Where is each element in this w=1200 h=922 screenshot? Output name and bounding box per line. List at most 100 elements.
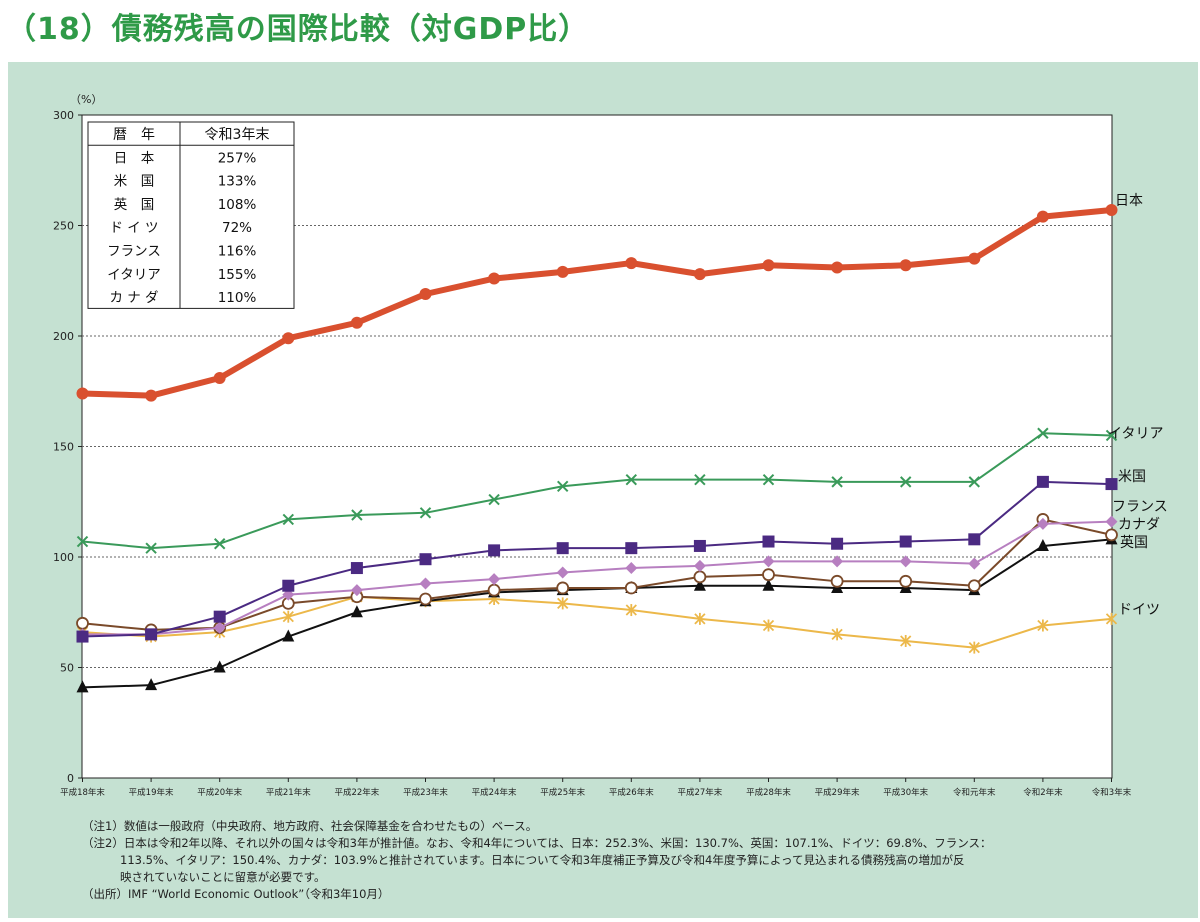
point-us-shape xyxy=(831,537,844,550)
point-canada-shape xyxy=(762,568,775,582)
point-france xyxy=(831,555,844,568)
point-canada-shape xyxy=(419,592,432,606)
point-uk-shape xyxy=(1036,538,1049,551)
point-france-shape xyxy=(1036,517,1049,530)
point-italy-shape xyxy=(351,509,363,521)
point-italy xyxy=(1105,429,1118,442)
source-note: （出所）IMF “World Economic Outlook”（令和3年10月… xyxy=(82,887,390,901)
series-line-uk xyxy=(82,538,1112,689)
point-france xyxy=(213,621,226,634)
point-france-shape xyxy=(419,577,432,590)
point-japan-shape xyxy=(625,257,638,270)
point-japan xyxy=(693,268,706,281)
table-country: 米 国 xyxy=(114,174,155,190)
point-france-shape xyxy=(625,562,638,575)
point-italy-shape xyxy=(76,535,89,548)
point-japan-shape xyxy=(1036,210,1049,223)
y-tick-label: 0 xyxy=(67,772,74,785)
point-japan xyxy=(1036,210,1049,223)
x-tick-label: 平成27年末 xyxy=(677,787,722,798)
point-us xyxy=(762,535,775,548)
point-us-shape xyxy=(693,539,706,552)
point-japan xyxy=(556,265,569,278)
point-uk-shape xyxy=(145,678,158,691)
point-canada-shape xyxy=(967,579,981,593)
point-canada xyxy=(624,581,638,595)
point-canada-shape xyxy=(693,570,707,584)
x-tick-label: 平成30年末 xyxy=(883,787,928,798)
x-tick-label: 平成21年末 xyxy=(266,787,311,798)
point-uk-shape xyxy=(282,629,295,642)
point-us xyxy=(625,542,638,555)
point-japan-shape xyxy=(968,252,981,265)
table-country: 英 国 xyxy=(114,196,155,213)
series-label-france: フランス xyxy=(1112,499,1168,515)
point-france xyxy=(556,566,569,579)
series-line-italy xyxy=(82,432,1112,550)
point-us-shape xyxy=(488,544,501,557)
point-italy xyxy=(762,473,775,486)
point-canada xyxy=(487,583,501,597)
series-label-us: 米国 xyxy=(1118,469,1146,485)
point-italy xyxy=(76,535,89,548)
series-label-germany: ドイツ xyxy=(1118,602,1160,618)
page-title: （18）債務残高の国際比較（対GDP比） xyxy=(6,12,590,47)
point-japan-shape xyxy=(762,259,775,272)
point-france xyxy=(350,584,363,597)
point-france-shape xyxy=(1105,515,1118,528)
point-italy-shape xyxy=(762,473,775,486)
x-tick-label: 平成19年末 xyxy=(129,787,174,798)
point-japan-shape xyxy=(488,272,501,285)
x-tick-label: 平成22年末 xyxy=(334,787,379,798)
point-us-shape xyxy=(625,542,638,555)
point-japan-shape xyxy=(145,389,158,402)
point-us-shape xyxy=(213,610,226,623)
point-us-shape xyxy=(419,553,432,566)
y-tick-label: 50 xyxy=(60,662,74,675)
point-us xyxy=(488,544,501,557)
point-us xyxy=(419,553,432,566)
point-canada-shape xyxy=(487,583,501,597)
point-italy xyxy=(831,476,843,488)
point-france-shape xyxy=(762,555,775,568)
point-france-shape xyxy=(350,584,363,597)
note-2-line-1: （注2）日本は令和2年以降、それ以外の国々は令和3年が推計値。なお、令和4年につ… xyxy=(82,836,992,850)
point-japan xyxy=(145,389,158,402)
series-line-france xyxy=(82,520,1112,636)
point-us xyxy=(556,542,569,555)
point-japan-shape xyxy=(1105,204,1118,217)
point-us-shape xyxy=(899,535,912,548)
point-japan xyxy=(419,288,432,301)
point-canada xyxy=(830,574,844,588)
point-us xyxy=(899,535,912,548)
point-us xyxy=(831,537,844,550)
point-canada xyxy=(1105,528,1118,542)
point-italy-shape xyxy=(694,473,706,486)
point-france-shape xyxy=(968,557,981,570)
point-italy xyxy=(899,476,912,488)
point-uk xyxy=(145,678,158,691)
point-canada xyxy=(762,568,775,582)
table-value: 133% xyxy=(218,174,257,190)
point-japan-shape xyxy=(556,265,569,278)
y-tick-label: 100 xyxy=(53,551,74,564)
point-france xyxy=(899,555,912,568)
point-france xyxy=(1036,517,1049,530)
table-value: 155% xyxy=(218,267,257,283)
point-us xyxy=(693,539,706,552)
point-france xyxy=(419,577,432,590)
point-us-shape xyxy=(762,535,775,548)
point-uk xyxy=(693,578,706,591)
point-japan xyxy=(1105,204,1118,217)
point-japan xyxy=(282,332,295,345)
point-france-shape xyxy=(556,566,569,579)
table-value: 116% xyxy=(218,244,257,260)
point-japan xyxy=(762,259,775,272)
series-label-japan: 日本 xyxy=(1115,193,1143,209)
table-value: 110% xyxy=(218,290,257,306)
point-italy xyxy=(625,473,638,486)
x-tick-label: 平成24年末 xyxy=(472,787,517,798)
series-label-canada: カナダ xyxy=(1118,517,1160,533)
point-japan-shape xyxy=(213,371,226,384)
